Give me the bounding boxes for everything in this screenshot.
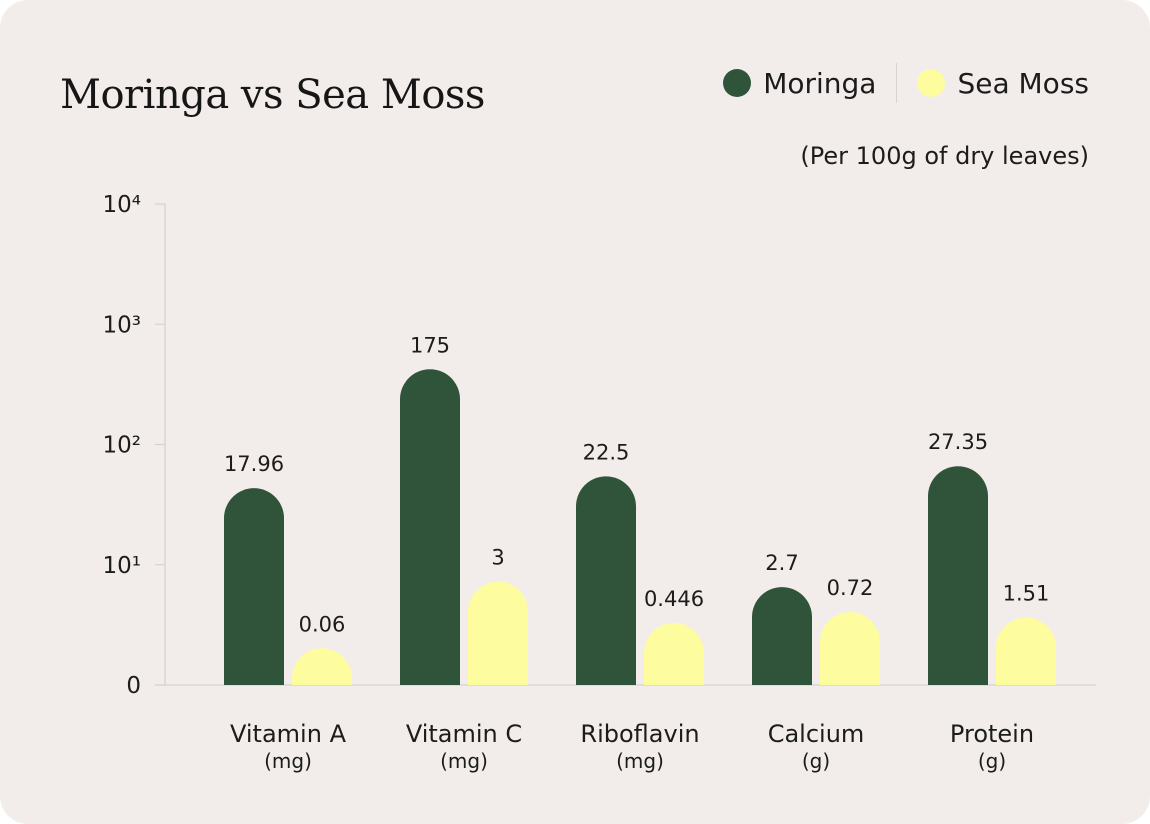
x-category-label: Vitamin C: [406, 720, 522, 748]
bar-value-label: 1.51: [1003, 581, 1050, 605]
chart-subtitle: (Per 100g of dry leaves): [800, 142, 1089, 170]
legend-swatch-moringa: [723, 69, 752, 97]
bar-value-label: 27.35: [928, 430, 988, 454]
bar-moringa: [224, 488, 284, 685]
legend-label-sea-moss: Sea Moss: [957, 66, 1089, 100]
chart-legend: Moringa Sea Moss: [723, 62, 1089, 104]
legend-item-sea-moss: Sea Moss: [917, 67, 1089, 100]
legend-divider: [896, 63, 898, 103]
y-tick-label: 10³: [103, 312, 142, 338]
bar-value-label: 175: [410, 333, 450, 357]
x-category-unit: (g): [978, 749, 1006, 773]
y-tick-label: 0: [126, 673, 141, 699]
legend-label-moringa: Moringa: [763, 66, 877, 100]
y-tick-label: 10⁴: [103, 192, 142, 218]
bar-value-label: 0.06: [299, 612, 346, 636]
x-category-label: Riboflavin: [580, 720, 699, 748]
bar-moringa: [400, 369, 460, 685]
bar-moringa: [752, 587, 812, 685]
y-tick-label: 10¹: [103, 553, 142, 579]
bar-sea-moss: [468, 581, 528, 685]
legend-item-moringa: Moringa: [723, 67, 876, 100]
x-category-unit: (mg): [264, 749, 312, 773]
bar-value-label: 0.446: [644, 587, 704, 611]
bar-value-label: 0.72: [827, 576, 874, 600]
x-category-label: Calcium: [768, 720, 865, 748]
bar-moringa: [928, 466, 988, 685]
x-category-unit: (mg): [616, 749, 664, 773]
y-tick-label: 10²: [103, 433, 142, 459]
bar-value-label: 3: [491, 546, 504, 570]
bar-value-label: 17.96: [224, 452, 284, 476]
bar-sea-moss: [644, 622, 704, 685]
bar-value-label: 2.7: [765, 551, 798, 575]
x-category-unit: (g): [802, 749, 830, 773]
bar-moringa: [576, 476, 636, 685]
legend-swatch-sea-moss: [917, 69, 946, 97]
x-category-label: Vitamin A: [230, 720, 347, 748]
bar-sea-moss: [820, 612, 880, 685]
bar-sea-moss: [996, 617, 1056, 685]
x-category-unit: (mg): [440, 749, 488, 773]
bar-value-label: 22.5: [583, 440, 630, 464]
x-category-label: Protein: [950, 720, 1034, 748]
chart-title: Moringa vs Sea Moss: [60, 72, 485, 118]
bar-sea-moss: [292, 648, 352, 685]
